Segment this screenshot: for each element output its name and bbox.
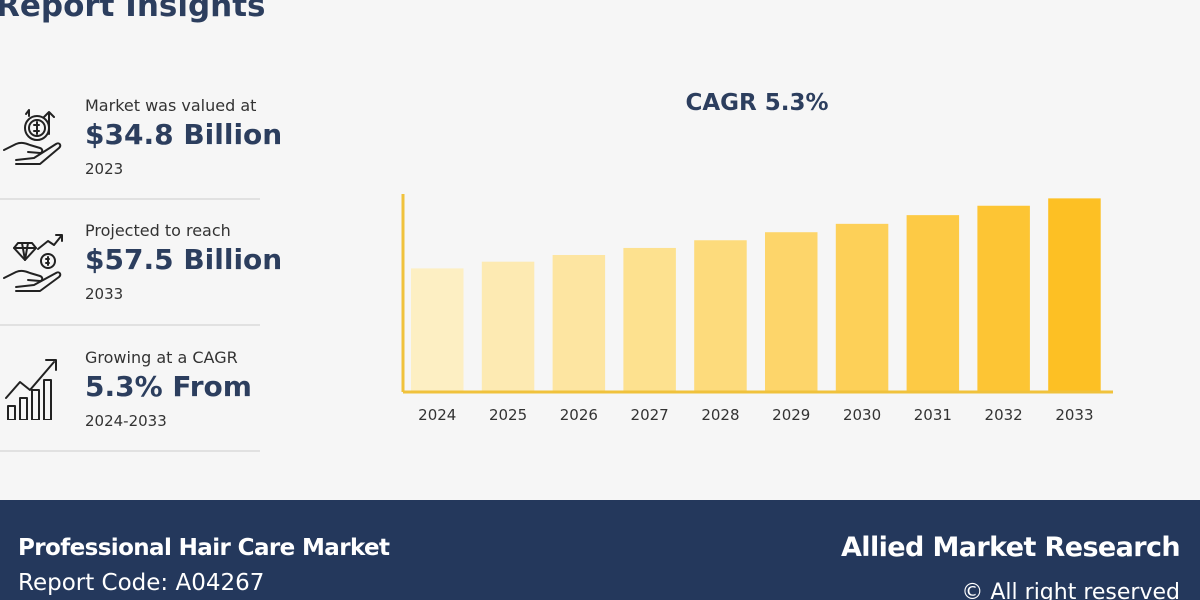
stat-label: Market was valued at [85, 96, 257, 115]
x-tick-label: 2032 [985, 406, 1023, 424]
x-tick-label: 2028 [701, 406, 739, 424]
bar-2031 [906, 215, 960, 391]
chart-title: CAGR 5.3% [685, 90, 829, 116]
bar-chart: 2024 2025 2026 2027 2028 2029 2030 2031 2032 2033 [401, 194, 1113, 424]
bar-2024 [411, 268, 464, 391]
stat-value: 5.3% From [85, 370, 252, 403]
diamond-hand-icon [3, 234, 63, 292]
bar-2028 [694, 240, 747, 391]
x-tick-label: 2024 [418, 406, 456, 424]
stat-value: $57.5 Billion [85, 243, 283, 276]
stat-year: 2024-2033 [85, 412, 167, 430]
stat-projection: Projected to reach $57.5 Billion 2033 [0, 221, 282, 348]
bar-2029 [765, 232, 818, 391]
footer: Professional Hair Care Market Report Cod… [0, 500, 1200, 600]
divider [0, 324, 260, 326]
stat-label: Growing at a CAGR [85, 348, 238, 367]
footer-report-code: Report Code: A04267 [18, 570, 265, 596]
stat-value: $34.8 Billion [85, 118, 283, 151]
footer-market-name: Professional Hair Care Market [18, 535, 390, 561]
divider [0, 450, 260, 452]
bar-2027 [623, 247, 676, 391]
footer-rights: © All right reserved [961, 580, 1180, 600]
stat-label: Projected to reach [85, 221, 231, 240]
growth-chart-icon [5, 359, 57, 420]
footer-brand: Allied Market Research [841, 532, 1181, 563]
x-tick-label: 2027 [631, 406, 669, 424]
x-tick-label: 2026 [560, 406, 598, 424]
x-tick-label: 2030 [843, 406, 881, 424]
x-tick-label: 2025 [489, 406, 527, 424]
bar-2033 [1048, 198, 1101, 391]
divider [0, 198, 260, 200]
x-tick-label: 2033 [1055, 406, 1093, 424]
bar-2032 [977, 205, 1030, 391]
stat-year: 2023 [85, 160, 124, 178]
page-title: Report Insights [0, 0, 266, 24]
x-tick-label: 2029 [772, 406, 810, 424]
x-tick-label: 2031 [914, 406, 952, 424]
stat-cagr: Growing at a CAGR 5.3% From 2024-2033 [0, 348, 260, 475]
bar-2030 [835, 223, 889, 391]
bar-2025 [481, 261, 535, 391]
stat-market-value: Market was valued at $34.8 Billion 2023 [0, 96, 282, 223]
stat-year: 2033 [85, 285, 124, 303]
money-hand-icon [3, 109, 62, 165]
bar-2026 [552, 254, 606, 391]
